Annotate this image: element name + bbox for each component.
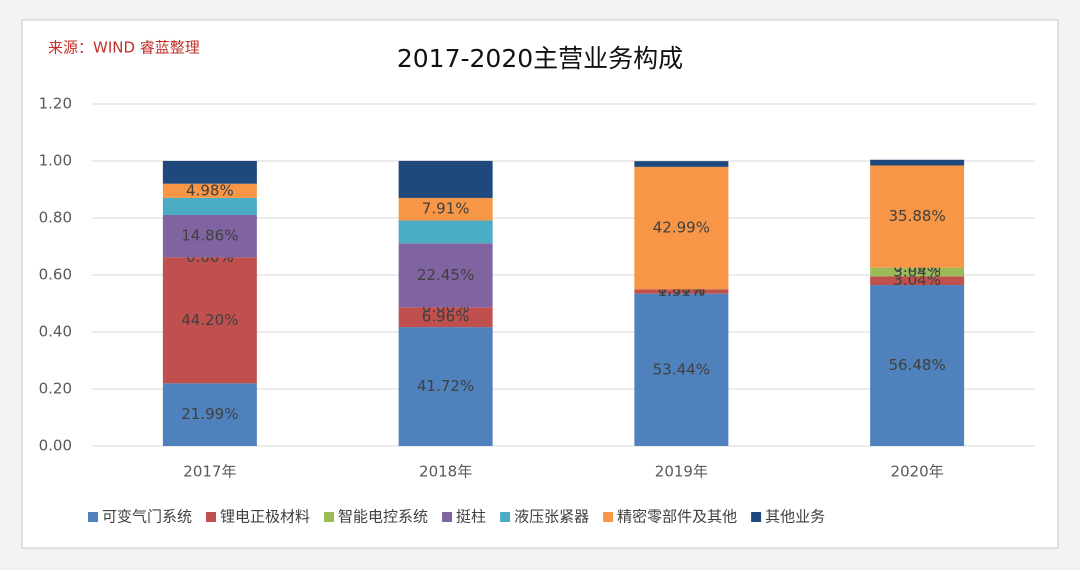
bar-segment	[870, 267, 965, 277]
bar-segment	[870, 159, 965, 166]
data-label: 22.45%	[417, 266, 474, 284]
legend-swatch	[751, 512, 762, 522]
data-label: 41.72%	[417, 377, 474, 395]
bar-segment	[870, 276, 965, 286]
x-tick-label: 2018年	[419, 463, 472, 481]
bar-segment	[162, 215, 257, 258]
y-tick-label: 0.40	[39, 323, 72, 341]
legend-label: 可变气门系统	[102, 508, 192, 526]
legend-label: 智能电控系统	[338, 508, 428, 526]
data-label: 35.88%	[889, 207, 946, 225]
bar-segment	[162, 160, 257, 184]
source-note: 来源：WIND 睿蓝整理	[48, 39, 200, 57]
data-label: 53.44%	[653, 360, 710, 378]
y-tick-label: 0.80	[39, 209, 72, 227]
bar-segment	[870, 285, 965, 446]
data-label: 6.96%	[422, 308, 470, 326]
legend-label: 其他业务	[765, 508, 825, 526]
y-tick-label: 0.00	[39, 437, 72, 455]
bar-segment	[162, 257, 257, 384]
legend-swatch	[206, 512, 217, 522]
bar-segment	[398, 243, 493, 308]
legend-swatch	[500, 512, 511, 522]
bar-segment	[398, 220, 493, 244]
y-tick-label: 0.60	[39, 266, 72, 284]
legend-swatch	[603, 512, 614, 522]
data-label: 21.99%	[181, 405, 238, 423]
data-label: 4.98%	[186, 181, 234, 199]
bar-segment	[634, 293, 729, 446]
legend-label: 精密零部件及其他	[617, 508, 737, 526]
bar-segment	[634, 161, 729, 167]
x-tick-label: 2017年	[183, 463, 236, 481]
legend-label: 锂电正极材料	[220, 508, 310, 526]
data-label: 44.20%	[181, 311, 238, 329]
x-tick-label: 2019年	[655, 463, 708, 481]
bar-segment	[634, 166, 729, 290]
bar-segment	[398, 327, 493, 446]
bar-segment	[870, 165, 965, 268]
bar-segment	[634, 289, 729, 294]
legend-swatch	[442, 512, 453, 522]
bar-segment	[162, 383, 257, 446]
x-tick-label: 2020年	[891, 463, 944, 481]
data-label: 42.99%	[653, 219, 710, 237]
legend-swatch	[88, 512, 98, 522]
chart-title: 2017-2020主营业务构成	[397, 44, 683, 73]
legend-label: 挺柱	[456, 508, 486, 526]
legend-label: 液压张紧器	[514, 508, 589, 526]
data-label: 56.48%	[889, 356, 946, 374]
bar-segment	[398, 197, 493, 221]
y-tick-label: 1.00	[39, 152, 72, 170]
y-tick-label: 0.20	[39, 380, 72, 398]
legend-swatch	[324, 512, 335, 522]
y-tick-label: 1.20	[39, 95, 72, 113]
bar-segment	[162, 197, 257, 216]
bar-segment	[398, 160, 493, 198]
bar-segment	[162, 183, 257, 198]
data-label: 14.86%	[181, 227, 238, 245]
data-label: 7.91%	[422, 200, 470, 218]
bar-segment	[398, 307, 493, 328]
